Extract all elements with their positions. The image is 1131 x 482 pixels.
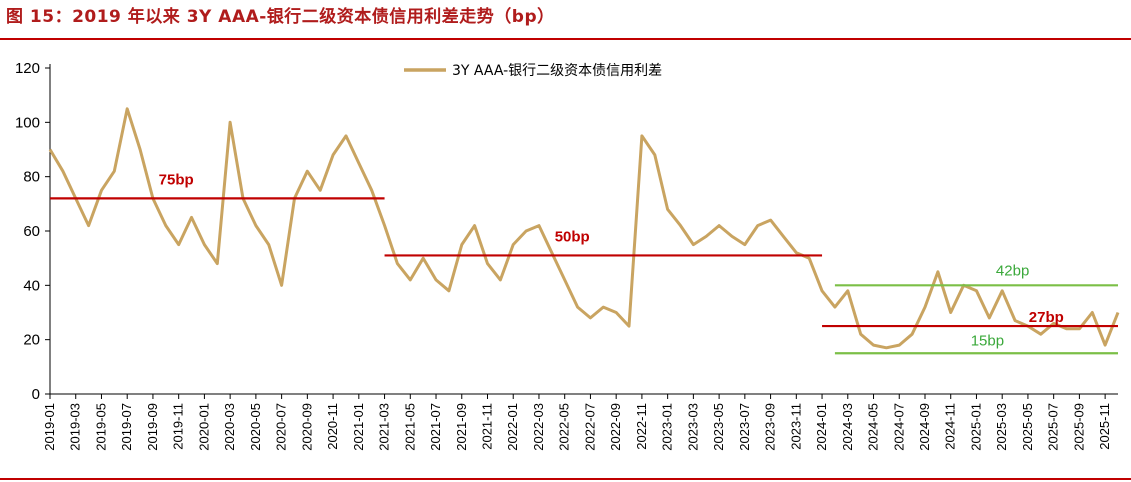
x-tick-label: 2023-11 (788, 403, 803, 450)
y-tick-label: 80 (23, 169, 40, 186)
x-tick-label: 2025-09 (1071, 403, 1086, 451)
x-tick-label: 2021-07 (428, 403, 443, 451)
x-tick-label: 2023-09 (763, 403, 778, 451)
bottom-rule (0, 478, 1131, 480)
x-tick-label: 2021-05 (402, 403, 417, 451)
reference-label: 42bp (996, 262, 1029, 279)
annotations: 75bp 50bp 27bp 42bp 15bp (50, 171, 1118, 355)
reference-label: 15bp (971, 332, 1004, 349)
x-tick-label: 2019-11 (171, 403, 186, 450)
x-tick-label: 2022-09 (608, 403, 623, 451)
y-tick-label: 0 (32, 386, 40, 403)
x-tick-label: 2020-11 (325, 403, 340, 450)
x-tick-label: 2019-03 (68, 403, 83, 451)
y-tick-label: 100 (15, 114, 40, 131)
x-tick-label: 2021-11 (479, 403, 494, 450)
x-tick-label: 2023-05 (711, 403, 726, 451)
x-tick-label: 2023-01 (660, 403, 675, 451)
x-tick-label: 2024-11 (943, 403, 958, 450)
x-tick-label: 2019-05 (93, 403, 108, 451)
x-tick-label: 2019-01 (42, 403, 57, 451)
x-tick-label: 2020-03 (222, 403, 237, 451)
x-tick-label: 2024-05 (866, 403, 881, 451)
legend-label: 3Y AAA-银行二级资本债信用利差 (452, 63, 662, 79)
y-tick-label: 20 (23, 332, 40, 349)
x-tick-label: 2021-09 (454, 403, 469, 451)
x-tick-label: 2022-01 (505, 403, 520, 451)
x-tick-label: 2024-01 (814, 403, 829, 451)
x-tick-label: 2023-07 (737, 403, 752, 451)
reference-label: 27bp (1029, 309, 1064, 326)
x-tick-label: 2023-03 (685, 403, 700, 451)
x-tick-label: 2020-07 (274, 403, 289, 451)
y-tick-label: 40 (23, 277, 40, 294)
x-tick-label: 2024-07 (891, 403, 906, 451)
x-tick-label: 2021-01 (351, 403, 366, 451)
x-tick-label: 2019-09 (145, 403, 160, 451)
series-line (48, 107, 1120, 350)
x-tick-label: 2022-11 (634, 403, 649, 450)
x-tick-label: 2021-03 (377, 403, 392, 451)
x-tick-label: 2022-07 (582, 403, 597, 451)
x-tick-label: 2022-05 (557, 403, 572, 451)
y-tick-label: 120 (15, 60, 40, 77)
figure-title: 图 15：2019 年以来 3Y AAA-银行二级资本债信用利差走势（bp） (6, 7, 555, 27)
x-tick-label: 2025-11 (1097, 403, 1112, 450)
axes: 0 20 40 60 80 100 120 2019-01 2019-03 2019-05 2019… (15, 60, 1118, 451)
x-tick-label: 2020-01 (196, 403, 211, 451)
x-tick-label: 2025-07 (1046, 403, 1061, 451)
x-tick-label: 2019-07 (119, 403, 134, 451)
x-tick-label: 2024-03 (840, 403, 855, 451)
x-tick-label: 2025-05 (1020, 403, 1035, 451)
reference-label: 75bp (159, 171, 194, 188)
reference-label: 50bp (555, 228, 590, 245)
y-tick-label: 60 (23, 223, 40, 240)
x-tick-label: 2020-05 (248, 403, 263, 451)
x-tick-label: 2025-03 (994, 403, 1009, 451)
legend: 3Y AAA-银行二级资本债信用利差 (404, 63, 662, 79)
x-tick-label: 2024-09 (917, 403, 932, 451)
x-tick-label: 2022-03 (531, 403, 546, 451)
x-tick-label: 2025-01 (968, 403, 983, 451)
top-rule (0, 38, 1131, 40)
plot-area (48, 107, 1120, 350)
x-tick-label: 2020-09 (299, 403, 314, 451)
